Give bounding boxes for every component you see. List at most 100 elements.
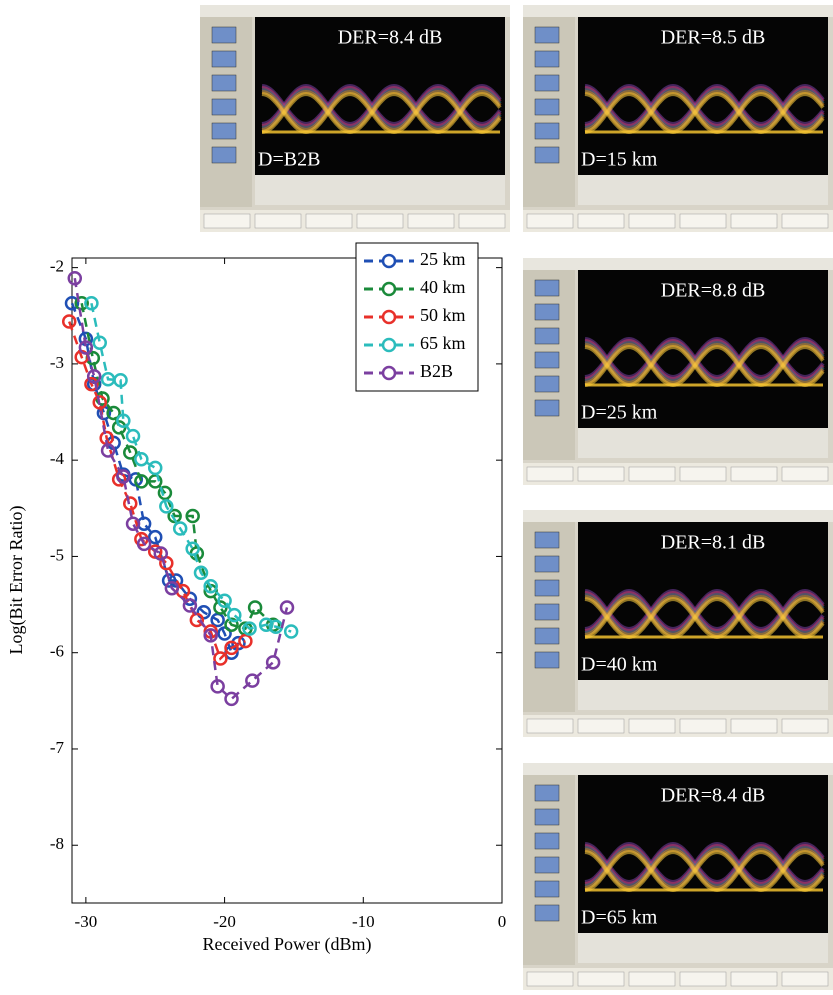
status-field	[577, 718, 625, 734]
status-field	[628, 971, 676, 987]
side-icon	[534, 880, 560, 898]
side-icon	[211, 146, 237, 164]
series-line	[68, 321, 246, 661]
data-point	[78, 340, 94, 355]
y-tick-label: -3	[50, 353, 64, 372]
series-line	[70, 302, 240, 656]
series-line	[80, 302, 274, 631]
data-point	[84, 295, 99, 311]
legend-label: 65 km	[420, 333, 466, 353]
side-icon	[534, 603, 560, 621]
y-axis-label: Log(Bit Error Ratio)	[6, 506, 27, 655]
legend-marker	[381, 253, 397, 269]
side-icon	[534, 146, 560, 164]
data-point	[147, 474, 163, 489]
data-point	[258, 617, 274, 633]
data-point	[134, 474, 149, 489]
side-icon	[534, 26, 560, 44]
menu-bar	[523, 5, 833, 17]
status-field	[526, 466, 574, 482]
status-field	[781, 213, 829, 229]
eye-panel: DER=8.5 dB D=15 km	[523, 5, 833, 232]
measure-bar	[255, 175, 505, 205]
side-icon	[211, 122, 237, 140]
side-icon	[534, 651, 560, 669]
data-point	[203, 579, 218, 594]
data-point	[203, 628, 218, 643]
y-tick-label: -2	[50, 257, 64, 276]
menu-bar	[523, 258, 833, 270]
data-point	[193, 565, 209, 581]
status-field	[577, 971, 625, 987]
side-icon	[534, 74, 560, 92]
status-field	[781, 971, 829, 987]
series-line	[90, 302, 292, 633]
legend-label: 50 km	[420, 305, 466, 325]
distance-label: D=B2B	[258, 149, 320, 171]
side-icon	[211, 26, 237, 44]
data-point	[213, 651, 228, 666]
side-icon	[534, 399, 560, 417]
eye-panel: DER=8.1 dB D=40 km	[523, 510, 833, 737]
y-tick-label: -4	[50, 449, 65, 468]
y-tick-label: -7	[50, 738, 65, 757]
status-field	[458, 213, 506, 229]
status-field	[526, 213, 574, 229]
status-field	[203, 213, 251, 229]
der-label: DER=8.8 dB	[661, 280, 766, 302]
data-point	[245, 673, 260, 688]
data-point	[123, 445, 138, 460]
status-field	[577, 466, 625, 482]
data-point	[242, 621, 257, 636]
status-field	[628, 213, 676, 229]
x-tick-label: -30	[75, 912, 98, 931]
data-point	[182, 598, 198, 613]
status-field	[730, 971, 778, 987]
side-icon	[534, 351, 560, 369]
data-point	[134, 451, 149, 467]
side-icon	[534, 856, 560, 874]
side-icon	[534, 279, 560, 297]
legend-label: B2B	[420, 361, 453, 381]
status-field	[730, 466, 778, 482]
data-point	[217, 626, 232, 641]
data-point	[224, 691, 239, 707]
data-point	[164, 580, 180, 596]
data-point	[157, 485, 173, 501]
menu-bar	[523, 510, 833, 522]
data-point	[168, 573, 184, 588]
distance-label: D=25 km	[581, 402, 658, 424]
data-point	[185, 508, 200, 524]
data-point	[100, 443, 116, 458]
status-field	[305, 213, 353, 229]
data-point	[224, 640, 239, 656]
status-field	[781, 718, 829, 734]
y-tick-label: -6	[50, 642, 64, 661]
data-point	[136, 536, 152, 552]
legend-box	[355, 242, 479, 392]
data-point	[123, 496, 138, 511]
data-point	[125, 516, 141, 531]
side-icon	[534, 375, 560, 393]
data-point	[61, 314, 77, 329]
status-field	[407, 213, 455, 229]
distance-label: D=40 km	[581, 654, 658, 676]
data-point	[86, 369, 102, 384]
side-icon	[534, 904, 560, 922]
status-field	[628, 466, 676, 482]
status-field	[526, 718, 574, 734]
data-point	[113, 373, 128, 388]
series-line	[73, 278, 289, 701]
y-tick-label: -8	[50, 834, 64, 853]
plot-frame	[71, 257, 503, 904]
status-field	[577, 213, 625, 229]
side-icon	[211, 50, 237, 68]
menu-bar	[200, 5, 510, 17]
x-tick-label: -10	[352, 912, 375, 931]
status-field	[254, 213, 302, 229]
data-point	[116, 413, 131, 428]
distance-label: D=15 km	[581, 149, 658, 171]
side-icon	[534, 327, 560, 345]
data-point	[224, 617, 239, 633]
